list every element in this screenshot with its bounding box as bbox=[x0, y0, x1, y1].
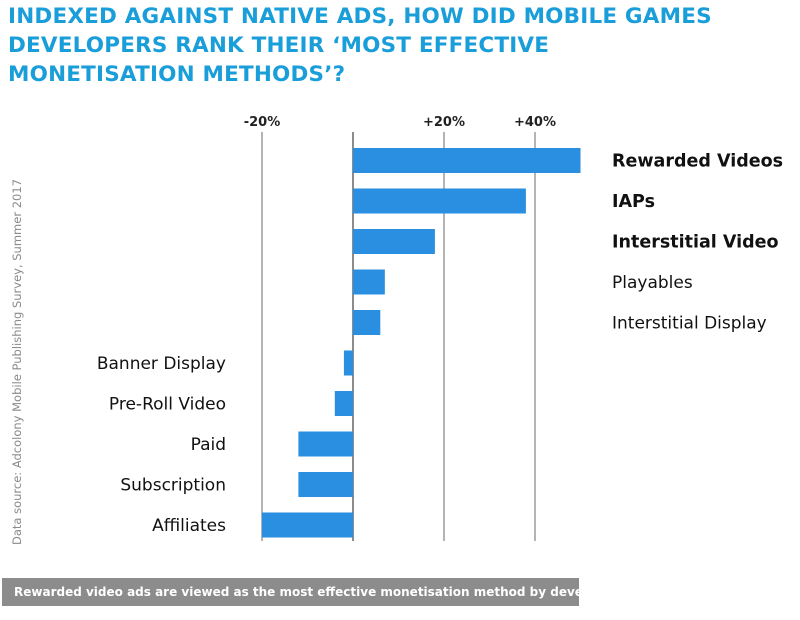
caption-banner: Rewarded video ads are viewed as the mos… bbox=[2, 578, 625, 606]
bar bbox=[343, 350, 353, 376]
bar bbox=[353, 269, 385, 295]
bar bbox=[298, 472, 353, 497]
bar bbox=[353, 310, 381, 335]
chart-title-line-1: INDEXED AGAINST NATIVE ADS, HOW DID MOBI… bbox=[8, 4, 712, 29]
x-tick-label: +20% bbox=[423, 115, 465, 130]
bar bbox=[353, 188, 526, 214]
bar bbox=[334, 391, 353, 416]
bar bbox=[298, 431, 353, 457]
category-label: Banner Display bbox=[97, 354, 226, 374]
bar bbox=[353, 148, 581, 173]
category-label: Interstitial Display bbox=[612, 314, 767, 334]
category-label: Pre-Roll Video bbox=[109, 395, 226, 415]
data-source-text: Data source: Adcolony Mobile Publishing … bbox=[10, 179, 24, 545]
category-label: Paid bbox=[191, 435, 226, 455]
chart-title: INDEXED AGAINST NATIVE ADS, HOW DID MOBI… bbox=[8, 2, 712, 89]
category-label: IAPs bbox=[612, 192, 655, 212]
category-label: Playables bbox=[612, 273, 693, 293]
bar bbox=[262, 512, 353, 538]
category-label: Rewarded Videos bbox=[612, 152, 783, 172]
x-tick-label: +40% bbox=[514, 115, 556, 130]
bar bbox=[353, 229, 435, 254]
category-label: Interstitial Video bbox=[612, 233, 779, 253]
category-label: Subscription bbox=[120, 476, 226, 496]
x-tick-label: -20% bbox=[244, 115, 281, 130]
category-label: Affiliates bbox=[152, 516, 226, 536]
chart-title-line-2: DEVELOPERS RANK THEIR ‘MOST EFFECTIVE bbox=[8, 33, 550, 58]
chart-title-line-3: MONETISATION METHODS’? bbox=[8, 62, 346, 87]
